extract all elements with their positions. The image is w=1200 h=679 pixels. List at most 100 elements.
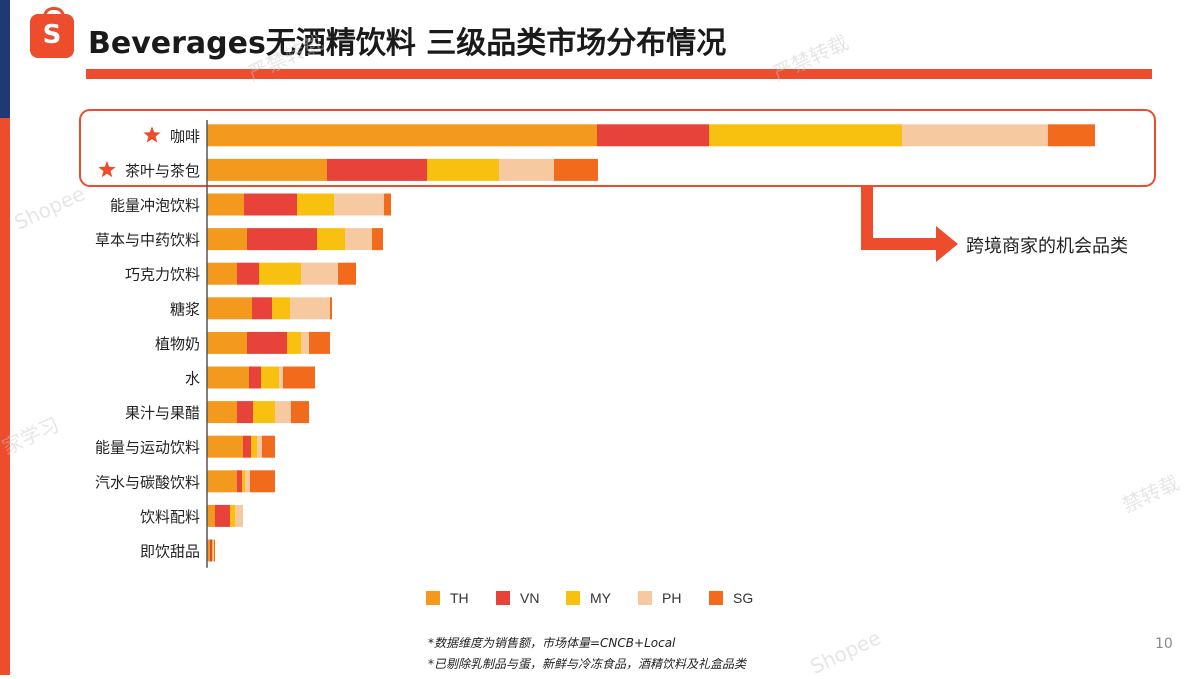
- bar-segment-ph: [301, 262, 338, 285]
- bar-segment-th: [207, 262, 237, 285]
- bar-segment-ph: [345, 228, 372, 251]
- category-label: 植物奶: [155, 335, 200, 353]
- footnote-1: *数据维度为销售额，市场体量=CNCB+Local: [428, 636, 676, 650]
- bar-segment-my: [212, 539, 213, 562]
- bar-segment-th: [207, 504, 215, 527]
- bar-segment-th: [207, 366, 249, 389]
- left-accent-bar-orange: [0, 118, 10, 675]
- bar-segment-th: [207, 193, 244, 216]
- callout-arrowhead-icon: [936, 226, 958, 262]
- bar-segment-ph: [334, 193, 384, 216]
- bar-segment-vn: [244, 193, 297, 216]
- legend-label-my: MY: [590, 590, 612, 606]
- left-accent-bar-navy: [0, 0, 10, 118]
- category-label: 饮料配料: [140, 508, 200, 526]
- bar-segment-sg: [330, 297, 332, 320]
- category-label: 咖啡: [170, 127, 200, 145]
- category-label: 草本与中药饮料: [95, 231, 200, 249]
- bar-segment-vn: [252, 297, 272, 320]
- category-label: 巧克力饮料: [125, 266, 200, 284]
- bar-segment-sg: [309, 331, 330, 354]
- shopping-bag-handle-icon: [43, 7, 65, 20]
- legend-swatch-vn: [496, 591, 510, 605]
- bar-segment-th: [207, 331, 247, 354]
- bar-segment-vn: [597, 124, 709, 147]
- bar-segment-my: [272, 297, 290, 320]
- bar-segment-vn: [247, 331, 287, 354]
- legend-swatch-sg: [709, 591, 723, 605]
- shopee-logo: S: [30, 7, 74, 58]
- bar-segment-sg: [262, 435, 275, 458]
- bar-segment-my: [242, 470, 245, 493]
- category-label: 即饮甜品: [140, 543, 200, 561]
- bar-segment-my: [261, 366, 279, 389]
- page-title: Beverages无酒精饮料 三级品类市场分布情况: [88, 26, 727, 61]
- bar-segment-ph: [245, 470, 250, 493]
- bar-segment-ph: [499, 158, 554, 181]
- bar-segment-my: [287, 331, 301, 354]
- bar-segment-sg: [554, 158, 598, 181]
- legend-swatch-ph: [638, 591, 652, 605]
- legend-label-sg: SG: [733, 590, 753, 606]
- bar-segment-vn: [249, 366, 261, 389]
- category-label: 汽水与碳酸饮料: [95, 473, 200, 491]
- legend-swatch-th: [426, 591, 440, 605]
- bar-segment-vn: [215, 504, 230, 527]
- bar-segment-ph: [301, 331, 309, 354]
- bar-segment-my: [427, 158, 499, 181]
- legend-label-vn: VN: [520, 590, 539, 606]
- bar-segment-vn: [247, 228, 317, 251]
- bar-segment-sg: [338, 262, 356, 285]
- bar-segment-th: [207, 158, 327, 181]
- legend-swatch-my: [566, 591, 580, 605]
- bar-segment-th: [207, 297, 252, 320]
- bar-segment-my: [230, 504, 235, 527]
- bar-segment-ph: [902, 124, 1048, 147]
- bar-segment-th: [207, 435, 243, 458]
- bar-segment-sg: [283, 366, 315, 389]
- category-label: 糖浆: [170, 300, 200, 318]
- title-underline: [86, 69, 1152, 79]
- callout-label: 跨境商家的机会品类: [966, 236, 1128, 257]
- bar-segment-th: [207, 228, 247, 251]
- bar-segment-sg: [291, 401, 309, 424]
- category-label: 能量与运动饮料: [95, 439, 200, 457]
- bar-segment-th: [207, 401, 237, 424]
- bar-segment-vn: [237, 401, 253, 424]
- bar-segment-vn: [237, 470, 242, 493]
- bar-segment-my: [709, 124, 902, 147]
- logo-letter: S: [42, 20, 62, 50]
- bar-segment-vn: [327, 158, 427, 181]
- bar-segment-my: [251, 435, 257, 458]
- bar-segment-my: [317, 228, 345, 251]
- bar-segment-sg: [250, 470, 275, 493]
- bar-segment-my: [253, 401, 275, 424]
- bar-segment-sg: [1048, 124, 1095, 147]
- bar-segment-ph: [213, 539, 214, 562]
- star-icon: [98, 160, 116, 178]
- legend-label-ph: PH: [662, 590, 681, 606]
- bar-segment-sg: [214, 539, 215, 562]
- bar-segment-my: [259, 262, 301, 285]
- bar-segment-sg: [384, 193, 391, 216]
- callout-arrow-line: [861, 186, 940, 250]
- bar-segment-sg: [372, 228, 383, 251]
- star-icon: [143, 126, 161, 143]
- bar-segment-ph: [290, 297, 330, 320]
- legend-label-th: TH: [450, 590, 469, 606]
- category-label: 能量冲泡饮料: [110, 197, 200, 215]
- bar-segment-vn: [237, 262, 259, 285]
- bar-segment-ph: [279, 366, 283, 389]
- category-label: 水: [185, 370, 200, 388]
- category-label: 果汁与果醋: [125, 404, 200, 422]
- highlight-box: [79, 109, 1156, 187]
- bar-segment-vn: [243, 435, 251, 458]
- bar-segment-ph: [275, 401, 291, 424]
- category-label: 茶叶与茶包: [125, 162, 200, 180]
- bar-segment-th: [207, 124, 597, 147]
- bar-segment-my: [297, 193, 334, 216]
- bar-segment-th: [207, 470, 237, 493]
- bar-segment-th: [207, 539, 210, 562]
- bar-segment-ph: [257, 435, 262, 458]
